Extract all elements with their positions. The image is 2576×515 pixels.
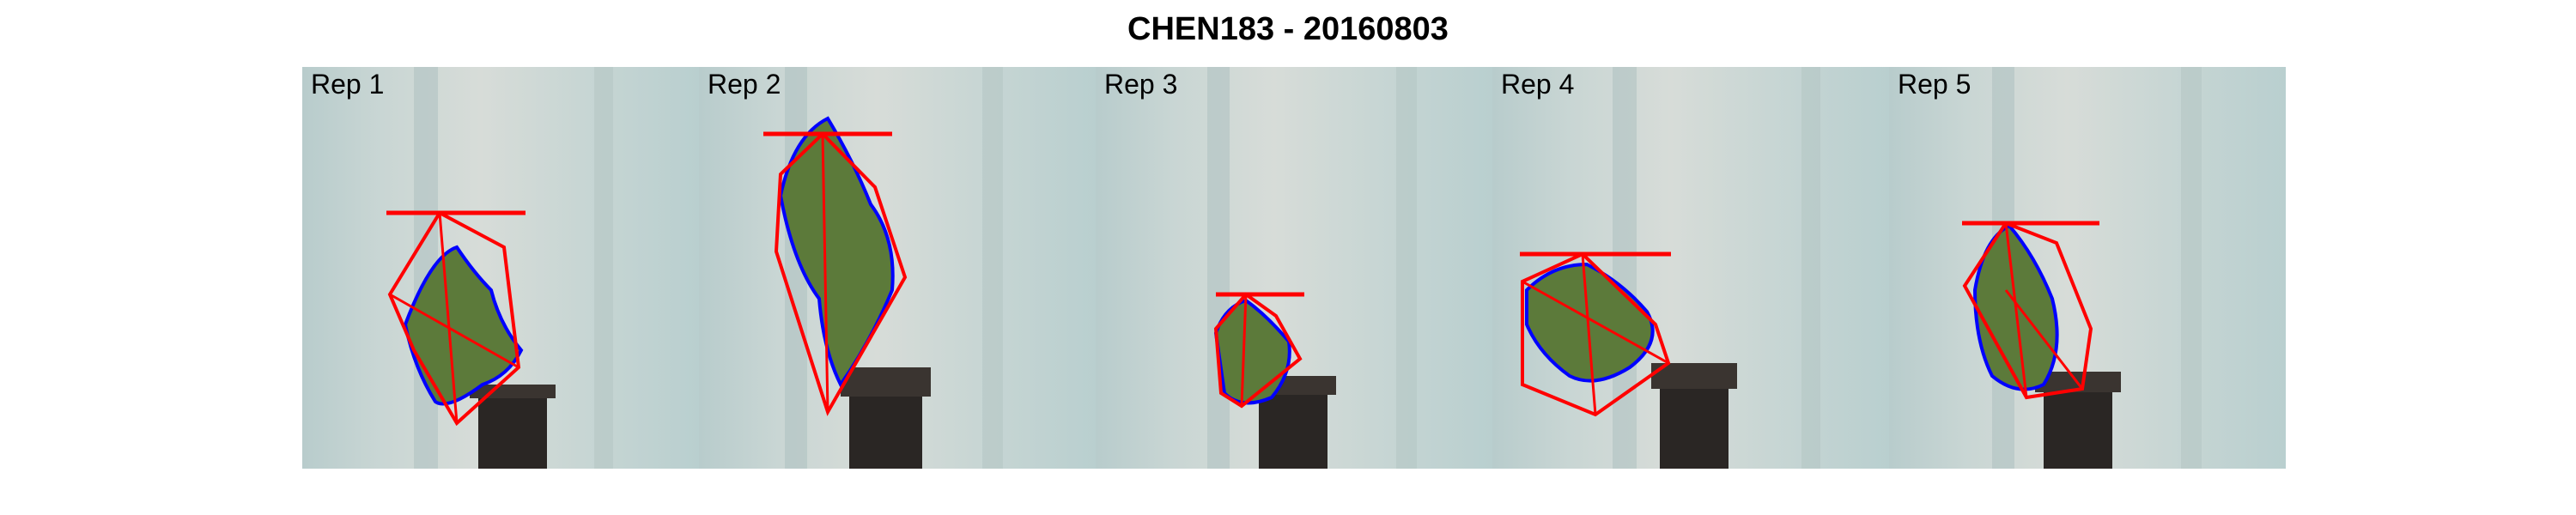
axis-line (821, 133, 829, 413)
width-line (2004, 289, 2084, 390)
greenhouse-pane (982, 67, 1003, 469)
rep-1-photo: Rep 1 (302, 67, 699, 469)
plant-outline (403, 245, 524, 406)
rep-5-scene (1962, 67, 2202, 469)
pot-rim (470, 385, 556, 398)
width-line (389, 293, 519, 369)
pot-rim (1651, 363, 1737, 389)
pot (849, 393, 922, 469)
rep-2-scene (763, 67, 1003, 469)
width-line (1522, 280, 1669, 365)
greenhouse-pane (1613, 67, 1637, 469)
axis-line (438, 212, 459, 424)
greenhouse-pane (1396, 67, 1417, 469)
pot (2044, 389, 2112, 469)
pot (478, 393, 547, 469)
panel-row: Rep 1 Rep 2 Rep 3 (302, 67, 2286, 469)
rep-1-scene (386, 67, 613, 469)
figure-title: CHEN183 - 20160803 (1127, 11, 1449, 47)
rep-4-photo: Rep 4 (1492, 67, 1889, 469)
rep-3-scene (1207, 67, 1417, 469)
greenhouse-pane (1207, 67, 1230, 469)
axis-line (1581, 253, 1597, 415)
rep-label: Rep 3 (1104, 69, 1178, 100)
greenhouse-pane (2181, 67, 2202, 469)
rep-label: Rep 2 (708, 69, 781, 100)
rep-2-photo: Rep 2 (699, 67, 1096, 469)
rep-label: Rep 4 (1501, 69, 1575, 100)
pot (1660, 389, 1728, 469)
plant-outline (778, 116, 895, 388)
rep-3-photo: Rep 3 (1096, 67, 1492, 469)
rep-5-photo: Rep 5 (1889, 67, 2286, 469)
rep-4-scene (1520, 67, 1820, 469)
greenhouse-pane (594, 67, 613, 469)
rep-label: Rep 5 (1898, 69, 1971, 100)
rep-label: Rep 1 (311, 69, 385, 100)
axis-line (2004, 222, 2028, 398)
axis-line (1240, 294, 1248, 407)
greenhouse-pane (1801, 67, 1820, 469)
pot-rim (841, 367, 931, 397)
